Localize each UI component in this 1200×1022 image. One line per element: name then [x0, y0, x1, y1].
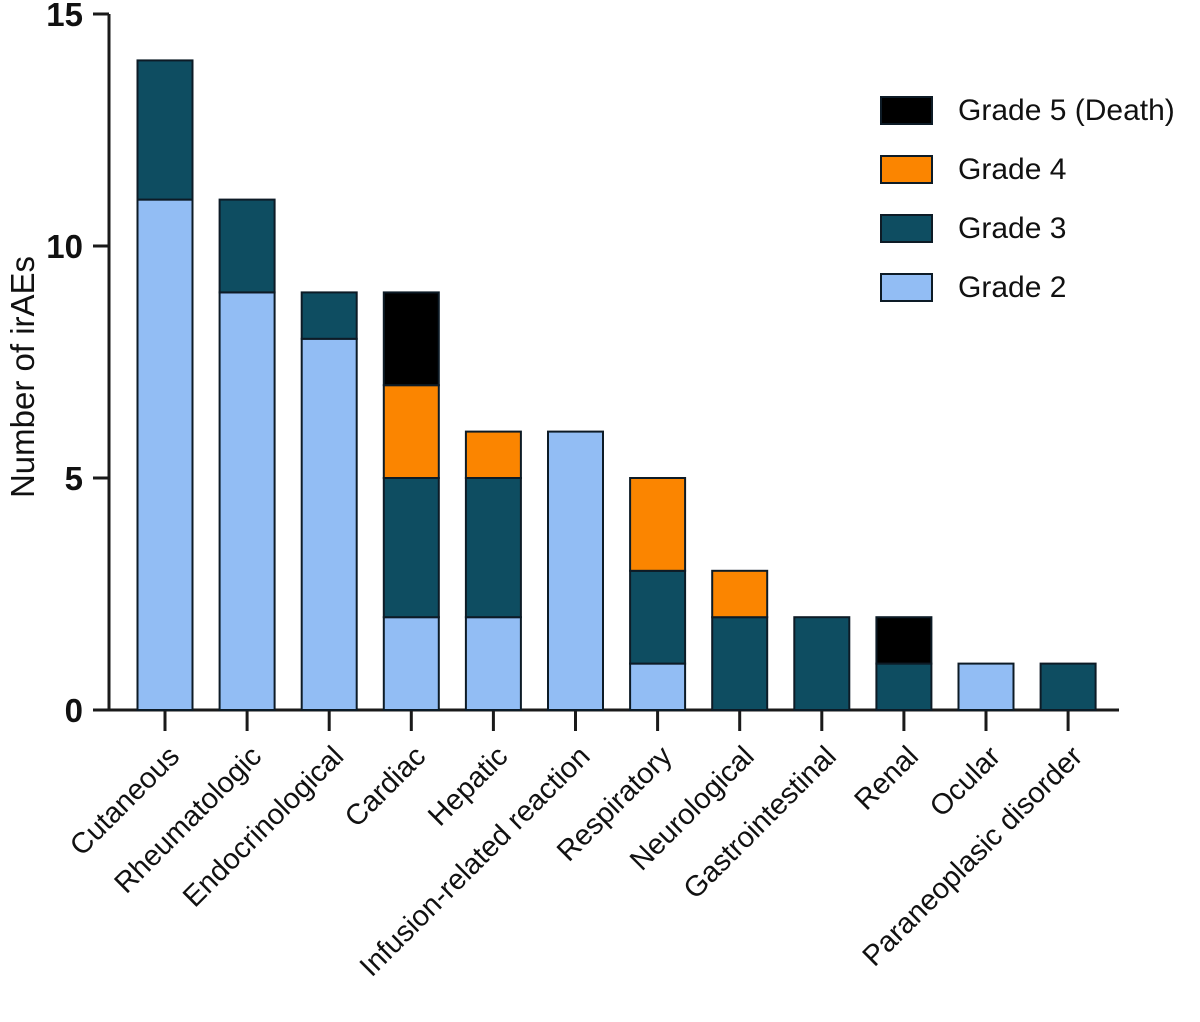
bar-segment	[300, 291, 358, 340]
bar-segment	[793, 616, 851, 712]
x-category-label: Gastrointestinal	[678, 740, 843, 905]
bar-segment	[382, 477, 440, 619]
legend-swatch	[880, 155, 933, 184]
x-category-label: Rheumatologic	[109, 740, 268, 899]
bar-segment	[464, 430, 522, 480]
bar-segment	[218, 291, 276, 711]
y-tick-label: 0	[65, 692, 83, 729]
bar-segment	[382, 616, 440, 712]
bar-segment	[711, 616, 769, 712]
bar-segment	[136, 59, 194, 201]
bar-segment	[464, 477, 522, 619]
legend-label: Grade 2	[958, 271, 1066, 304]
y-tick-label: 10	[46, 228, 83, 265]
legend-swatch	[880, 96, 933, 125]
y-tick-label: 5	[65, 460, 83, 497]
bar-segment	[875, 616, 933, 665]
legend-swatch	[880, 214, 933, 243]
y-tick-label: 15	[46, 0, 83, 33]
x-category-label: Renal	[849, 740, 925, 816]
legend-label: Grade 3	[958, 212, 1066, 245]
bar-segment	[464, 616, 522, 712]
bar-segment	[629, 477, 687, 572]
bar-segment	[957, 662, 1015, 711]
bar-segment	[1039, 662, 1097, 711]
bar-segment	[547, 430, 604, 711]
bar-segment	[382, 291, 440, 387]
legend-label: Grade 5 (Death)	[958, 94, 1175, 127]
bar-segment	[382, 384, 440, 480]
y-axis-title: Number of irAEs	[4, 256, 41, 498]
legend-label: Grade 4	[958, 153, 1066, 186]
bar-segment	[711, 569, 769, 619]
x-category-label: Cardiac	[339, 740, 432, 833]
bar-segment	[300, 337, 358, 711]
bar-segment	[875, 662, 933, 711]
legend-swatch	[880, 273, 933, 302]
bar-segment	[218, 198, 276, 294]
bar-segment	[629, 569, 687, 665]
bar-segment	[629, 662, 687, 711]
bar-segment	[136, 198, 194, 711]
